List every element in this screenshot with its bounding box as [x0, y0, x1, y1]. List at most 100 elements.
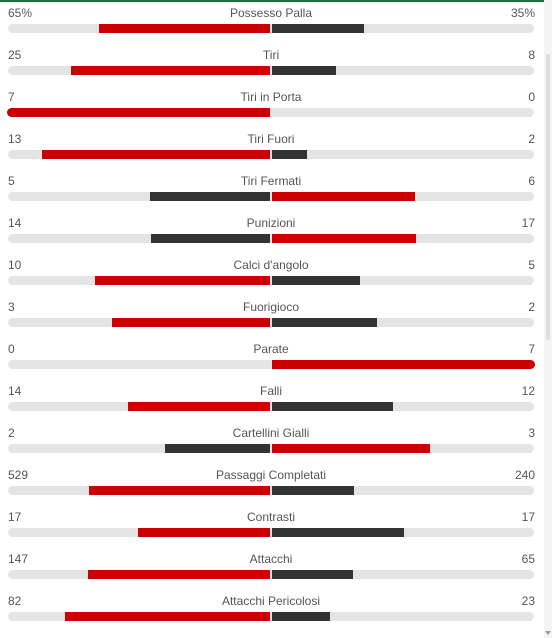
stat-away-value: 65: [521, 552, 535, 566]
stat-away-bar: [272, 150, 307, 159]
stat-away-bar: [272, 276, 360, 285]
stat-home-value: 25: [8, 48, 22, 62]
stat-label: Possesso Palla: [229, 6, 313, 20]
stat-row: 13 Tiri Fuori 2: [0, 126, 544, 168]
stat-away-value: 6: [528, 174, 535, 188]
stat-home-value: 10: [8, 258, 22, 272]
stat-bar-track: [7, 108, 534, 117]
stat-away-value: 7: [528, 342, 535, 356]
stat-home-bar: [128, 402, 270, 411]
stat-home-value: 2: [8, 426, 15, 440]
stat-away-bar: [272, 360, 535, 369]
stat-home-bar: [151, 234, 270, 243]
stat-home-bar: [65, 612, 270, 621]
stat-away-value: 17: [521, 510, 535, 524]
stat-label: Falli: [259, 384, 282, 398]
stat-home-bar: [7, 108, 270, 117]
stat-home-value: 0: [8, 342, 15, 356]
stat-row: 7 Tiri in Porta 0: [0, 84, 544, 126]
stat-label: Contrasti: [246, 510, 296, 524]
match-stats-list: 65% Possesso Palla 35% 25 Tiri 8 7 Tiri in Port…: [0, 0, 544, 630]
stat-home-value: 3: [8, 300, 15, 314]
stat-row: 0 Parate 7: [0, 336, 544, 378]
stat-away-value: 2: [528, 132, 535, 146]
stat-home-value: 147: [8, 552, 29, 566]
stat-home-bar: [71, 66, 270, 75]
stat-label: Attacchi Pericolosi: [221, 594, 321, 608]
stat-row: 17 Contrasti 17: [0, 504, 544, 546]
stat-row: 147 Attacchi 65: [0, 546, 544, 588]
stat-row: 65% Possesso Palla 35%: [0, 0, 544, 42]
stat-away-value: 12: [521, 384, 535, 398]
stat-bar-track: [8, 528, 534, 537]
stat-label: Attacchi: [249, 552, 293, 566]
stat-away-value: 35%: [510, 6, 535, 20]
stat-home-bar: [150, 192, 270, 201]
stat-bar-track: [8, 234, 534, 243]
stat-home-bar: [138, 528, 270, 537]
scrollbar-thumb[interactable]: [546, 54, 550, 340]
stat-row: 25 Tiri 8: [0, 42, 544, 84]
stat-label: Tiri Fuori: [247, 132, 295, 146]
stat-bar-track: [8, 66, 534, 75]
stat-home-value: 13: [8, 132, 22, 146]
stat-home-value: 529: [8, 468, 29, 482]
stat-away-bar: [272, 486, 354, 495]
stat-row: 10 Calci d'angolo 5: [0, 252, 544, 294]
stat-row: 529 Passaggi Completati 240: [0, 462, 544, 504]
stat-home-value: 14: [8, 216, 22, 230]
stat-row: 2 Cartellini Gialli 3: [0, 420, 544, 462]
stat-home-bar: [95, 276, 270, 285]
stat-label: Passaggi Completati: [215, 468, 327, 482]
stat-bar-track: [8, 570, 534, 579]
stat-bar-track: [8, 192, 534, 201]
stat-home-value: 5: [8, 174, 15, 188]
stat-away-value: 23: [521, 594, 535, 608]
vertical-scrollbar[interactable]: [544, 0, 552, 638]
stat-away-bar: [272, 528, 404, 537]
stat-row: 3 Fuorigioco 2: [0, 294, 544, 336]
stat-bar-track: [8, 276, 534, 285]
stat-away-bar: [272, 24, 364, 33]
stat-bar-track: [8, 486, 534, 495]
stat-home-value: 82: [8, 594, 22, 608]
stat-label: Cartellini Gialli: [232, 426, 310, 440]
stat-home-bar: [89, 486, 270, 495]
top-border: [0, 0, 552, 2]
stat-away-value: 17: [521, 216, 535, 230]
stat-row: 14 Falli 12: [0, 378, 544, 420]
stat-label: Fuorigioco: [242, 300, 300, 314]
stat-home-value: 7: [8, 90, 15, 104]
stat-home-bar: [88, 570, 270, 579]
stat-row: 82 Attacchi Pericolosi 23: [0, 588, 544, 630]
stat-bar-track: [8, 444, 534, 453]
stat-away-value: 3: [528, 426, 535, 440]
stat-away-bar: [272, 402, 393, 411]
stat-away-value: 240: [514, 468, 535, 482]
stat-home-value: 17: [8, 510, 22, 524]
stat-label: Calci d'angolo: [233, 258, 309, 272]
stat-away-value: 0: [528, 90, 535, 104]
stat-bar-track: [8, 402, 534, 411]
stat-away-bar: [272, 570, 353, 579]
stat-home-bar: [165, 444, 270, 453]
stat-home-bar: [42, 150, 270, 159]
stat-home-value: 65%: [8, 6, 33, 20]
scroll-down-arrow-icon[interactable]: [545, 631, 551, 635]
stat-row: 14 Punizioni 17: [0, 210, 544, 252]
stat-away-bar: [272, 318, 377, 327]
stat-away-bar: [272, 192, 415, 201]
stat-label: Tiri Fermati: [240, 174, 302, 188]
stat-bar-track: [8, 360, 535, 369]
stat-away-bar: [272, 66, 336, 75]
stat-away-bar: [272, 444, 430, 453]
stat-away-bar: [272, 234, 416, 243]
stat-bar-track: [8, 318, 534, 327]
stat-home-bar: [112, 318, 270, 327]
stat-label: Parate: [253, 342, 289, 356]
stat-label: Punizioni: [246, 216, 296, 230]
stat-home-value: 14: [8, 384, 22, 398]
stat-bar-track: [8, 612, 534, 621]
stat-label: Tiri: [262, 48, 280, 62]
stat-label: Tiri in Porta: [240, 90, 302, 104]
